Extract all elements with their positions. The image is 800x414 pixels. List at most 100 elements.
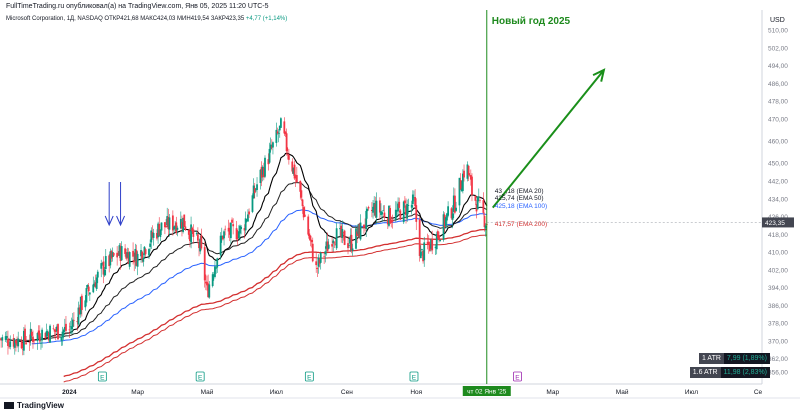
candle-body [280,118,282,128]
ema200-line [63,228,487,378]
candle-body [272,142,274,148]
candle-body [463,170,465,178]
candle-body [469,175,472,180]
candle-body [333,242,336,244]
candle-body [461,173,464,191]
candle-body [310,239,313,243]
candle-body [381,212,384,215]
candle-body [171,215,174,231]
candle-body [175,222,178,233]
candle-body [86,284,89,288]
candle-body [286,154,289,156]
y-tick-label: 378,00 [768,321,788,328]
candle-body [435,233,438,250]
y-tick-label: 510,00 [768,28,788,35]
candle-body [227,227,230,232]
candle-body [334,244,337,246]
candle-body [447,206,450,216]
y-tick-label: 370,00 [768,338,788,345]
candle-body [40,342,42,344]
candle-body [103,269,106,276]
candle-body [426,241,429,245]
candle-body [152,232,155,238]
candle-body [120,246,123,261]
y-tick-label: 362,00 [768,356,788,363]
candle-body [340,225,343,238]
y-tick-label: 450,00 [768,161,788,168]
candle-body [32,336,34,343]
candle-body [88,292,91,295]
candle-body [380,211,382,215]
candle-body [135,250,138,266]
candle-body [326,241,329,252]
candle-body [92,284,95,293]
earnings-marker-label: E [198,375,203,382]
candle-body [243,228,246,231]
candle-body [65,323,67,331]
candle-body [190,224,192,243]
candle-body [38,333,41,342]
x-tick-label: Сен [341,389,353,396]
earnings-marker-label: E [100,375,105,382]
tradingview-logo-icon [4,402,14,409]
candle-body [187,230,190,235]
earnings-marker [195,371,205,382]
candle-body [259,169,262,184]
candle-body [471,176,473,195]
currency-label: USD [770,17,785,24]
candle-body [93,283,96,287]
candle-body [222,235,224,240]
candle-body [262,167,265,178]
candle-body [311,243,314,262]
candle-body [324,251,327,255]
x-tick-label: Июл [270,389,283,396]
atr-row-2: 1.6 ATR 11,98 (2,83%) [689,367,770,378]
candle-body [466,164,469,179]
ema-value-label: 425,18 (EMA 100) [495,203,547,210]
candle-body [85,288,88,303]
candle-body [309,235,312,241]
earnings-marker-label: E [412,375,417,382]
candle-body [292,167,295,174]
candle-body [439,240,442,242]
x-tick-label: Мар [546,389,559,396]
candle-body [235,228,238,240]
candle-body [482,200,485,213]
x-tick-label: Ноя [410,389,422,396]
candle-body [165,225,167,228]
candle-body [191,227,194,232]
candle-body [124,248,127,255]
candle-body [100,263,103,269]
candle-body [363,224,365,228]
candle-body [1,337,4,341]
last-price-tag [762,217,794,228]
candle-body [61,331,64,338]
y-tick-label: 434,00 [768,196,788,203]
candle-body [48,332,50,341]
candle-body [268,148,271,163]
candle-body [446,213,448,221]
candle-body [460,188,463,192]
candle-body [375,200,378,218]
candle-body [176,227,179,230]
candle-body [12,338,15,347]
candle-body [358,223,361,238]
candle-body [127,252,130,265]
candle-body [134,248,137,261]
candle-body [79,296,82,315]
y-tick-label: 418,00 [768,232,788,239]
candle-body [245,220,248,221]
signal-arrowhead [104,215,114,227]
earnings-marker [409,371,419,382]
candle-body [111,252,114,257]
candle-body [388,205,390,226]
candle-body [16,340,18,346]
candle-body [264,157,266,177]
candle-body [73,319,75,321]
last-price-value: 423,35 [765,220,785,227]
tradingview-brand: TradingView [17,401,64,410]
candle-body [149,243,152,247]
candle-body [341,228,344,238]
candle-body [359,222,362,240]
